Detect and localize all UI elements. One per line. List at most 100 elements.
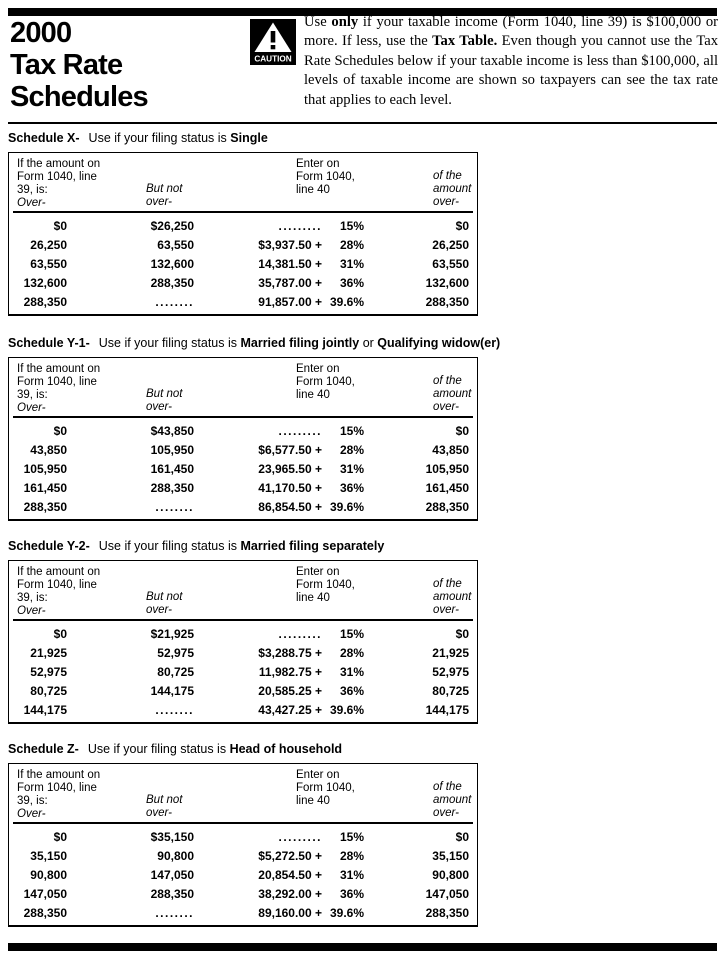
cell-over: $0 bbox=[53, 830, 67, 845]
masthead-title: 2000 Tax Rate Schedules bbox=[10, 17, 245, 113]
cell-over: 147,050 bbox=[23, 887, 67, 902]
cell-but-not-over: ........ bbox=[155, 906, 194, 920]
table-row: $0 $21,925 ......... 15% $0 bbox=[17, 625, 469, 644]
cell-over: 21,925 bbox=[30, 646, 67, 661]
column-header-if-amount: If the amount on Form 1040, line 39, is:… bbox=[17, 769, 100, 821]
cell-tax-base: 20,585.25 + bbox=[258, 684, 322, 699]
cell-tax-rate: 39.6% bbox=[329, 500, 364, 514]
column-header-but-not-over: But not over- bbox=[146, 183, 183, 208]
filing-status: Married filing separately bbox=[240, 539, 385, 553]
table-header: If the amount on Form 1040, line 39, is:… bbox=[9, 561, 477, 619]
table-body: $0 $26,250 ......... 15% $0 26,250 63,55… bbox=[9, 213, 477, 314]
cell-over: $0 bbox=[53, 627, 67, 642]
cell-of-amount-over: $0 bbox=[455, 830, 469, 845]
table-row: 63,550 132,600 14,381.50 + 31% 63,550 bbox=[17, 255, 469, 274]
cell-but-not-over: 63,550 bbox=[157, 238, 194, 253]
cell-over: 90,800 bbox=[30, 868, 67, 883]
cell-over: 132,600 bbox=[23, 276, 67, 291]
cell-tax-base: $3,288.75 + bbox=[258, 646, 322, 661]
cell-over: 35,150 bbox=[30, 849, 67, 864]
rate-table: If the amount on Form 1040, line 39, is:… bbox=[8, 560, 478, 725]
cell-tax-rate: 28% bbox=[339, 238, 364, 253]
cell-of-amount-over: $0 bbox=[455, 627, 469, 642]
top-rule-bar bbox=[8, 8, 717, 16]
caution-icon-label: CAUTION bbox=[254, 55, 291, 64]
cell-over: 52,975 bbox=[30, 665, 67, 680]
schedule-y2-heading: Schedule Y-2- Use if your filing status i… bbox=[8, 539, 717, 553]
cell-of-amount-over: 35,150 bbox=[432, 849, 469, 864]
table-row: 105,950 161,450 23,965.50 + 31% 105,950 bbox=[17, 460, 469, 479]
cell-but-not-over: ........ bbox=[155, 500, 194, 514]
cell-tax-base: 11,982.75 + bbox=[258, 665, 322, 680]
cell-but-not-over: $35,150 bbox=[150, 830, 194, 845]
column-header-enter-on: Enter on Form 1040, line 40 bbox=[296, 566, 355, 604]
cell-of-amount-over: 90,800 bbox=[432, 868, 469, 883]
cell-of-amount-over: 21,925 bbox=[432, 646, 469, 661]
column-header-if-amount: If the amount on Form 1040, line 39, is:… bbox=[17, 158, 100, 210]
column-header-over: Over- bbox=[17, 402, 46, 414]
title-line-3: Schedules bbox=[10, 81, 149, 113]
cell-but-not-over: 52,975 bbox=[157, 646, 194, 661]
cell-tax-rate: 36% bbox=[339, 887, 364, 902]
cell-but-not-over: 80,725 bbox=[157, 665, 194, 680]
cell-of-amount-over: 63,550 bbox=[432, 257, 469, 272]
schedule-y1-section: Schedule Y-1- Use if your filing status i… bbox=[8, 336, 717, 522]
schedule-use-text: Use if your filing status is bbox=[98, 539, 241, 553]
cell-tax-base: 38,292.00 + bbox=[258, 887, 322, 902]
cell-but-not-over: 132,600 bbox=[150, 257, 194, 272]
cell-tax-base: 91,857.00 + bbox=[258, 295, 322, 309]
cell-tax-rate: 31% bbox=[339, 868, 364, 883]
cell-tax-base: 23,965.50 + bbox=[258, 462, 322, 477]
column-header-over: Over- bbox=[17, 197, 46, 209]
schedule-y2-section: Schedule Y-2- Use if your filing status i… bbox=[8, 539, 717, 725]
filing-status: Married filing jointly bbox=[240, 336, 360, 350]
cell-tax-base: 35,787.00 + bbox=[258, 276, 322, 291]
cell-over: 161,450 bbox=[23, 481, 67, 496]
caution-note: Use only if your taxable income (Form 10… bbox=[304, 13, 718, 110]
cell-but-not-over: ........ bbox=[155, 703, 194, 717]
column-header-enter-on: Enter on Form 1040, line 40 bbox=[296, 769, 355, 807]
cell-but-not-over: 161,450 bbox=[150, 462, 194, 477]
schedule-use-text: Use if your filing status is bbox=[87, 742, 230, 756]
cell-of-amount-over: 288,350 bbox=[425, 500, 469, 514]
cell-but-not-over: 105,950 bbox=[150, 443, 194, 458]
cell-tax-base: ......... bbox=[278, 219, 322, 234]
cell-of-amount-over: 288,350 bbox=[425, 295, 469, 309]
schedule-use-text: Use if your filing status is bbox=[88, 131, 231, 145]
cell-of-amount-over: 26,250 bbox=[432, 238, 469, 253]
table-body: $0 $43,850 ......... 15% $0 43,850 105,9… bbox=[9, 418, 477, 519]
title-line-2: Tax Rate bbox=[10, 49, 123, 81]
cell-over: 80,725 bbox=[30, 684, 67, 699]
cell-tax-base: 41,170.50 + bbox=[258, 481, 322, 496]
cell-tax-rate: 39.6% bbox=[329, 703, 364, 717]
filing-status: Single bbox=[230, 131, 268, 145]
schedule-x-section: Schedule X- Use if your filing status is … bbox=[8, 131, 717, 317]
cell-but-not-over: 90,800 bbox=[157, 849, 194, 864]
cell-but-not-over: ........ bbox=[155, 295, 194, 309]
column-header-enter-on: Enter on Form 1040, line 40 bbox=[296, 363, 355, 401]
schedule-y1-heading: Schedule Y-1- Use if your filing status i… bbox=[8, 336, 717, 350]
caution-text: Even though you cannot use the Tax Rate … bbox=[304, 33, 718, 108]
cell-tax-base: $6,577.50 + bbox=[258, 443, 322, 458]
column-header-of-amount-over: of the amount over- bbox=[433, 170, 472, 208]
column-header-but-not-over: But not over- bbox=[146, 794, 183, 819]
column-header-text: If the amount on Form 1040, line 39, is: bbox=[17, 769, 101, 807]
table-row: 52,975 80,725 11,982.75 + 31% 52,975 bbox=[17, 663, 469, 682]
cell-tax-base: 20,854.50 + bbox=[258, 868, 322, 883]
cell-over: 63,550 bbox=[30, 257, 67, 272]
cell-over: $0 bbox=[53, 424, 67, 439]
schedule-x-heading: Schedule X- Use if your filing status is … bbox=[8, 131, 717, 145]
column-header-text: If the amount on Form 1040, line 39, is: bbox=[17, 158, 101, 196]
table-body: $0 $21,925 ......... 15% $0 21,925 52,97… bbox=[9, 621, 477, 722]
table-row: $0 $26,250 ......... 15% $0 bbox=[17, 217, 469, 236]
bottom-rule-bar bbox=[8, 943, 717, 951]
cell-tax-rate: 36% bbox=[339, 276, 364, 291]
table-row: $0 $43,850 ......... 15% $0 bbox=[17, 422, 469, 441]
cell-of-amount-over: 52,975 bbox=[432, 665, 469, 680]
column-header-over: Over- bbox=[17, 605, 46, 617]
schedule-label: Schedule X- bbox=[8, 131, 80, 145]
header-underline bbox=[13, 211, 473, 213]
table-row: 26,250 63,550 $3,937.50 + 28% 26,250 bbox=[17, 236, 469, 255]
table-row: 147,050 288,350 38,292.00 + 36% 147,050 bbox=[17, 885, 469, 904]
